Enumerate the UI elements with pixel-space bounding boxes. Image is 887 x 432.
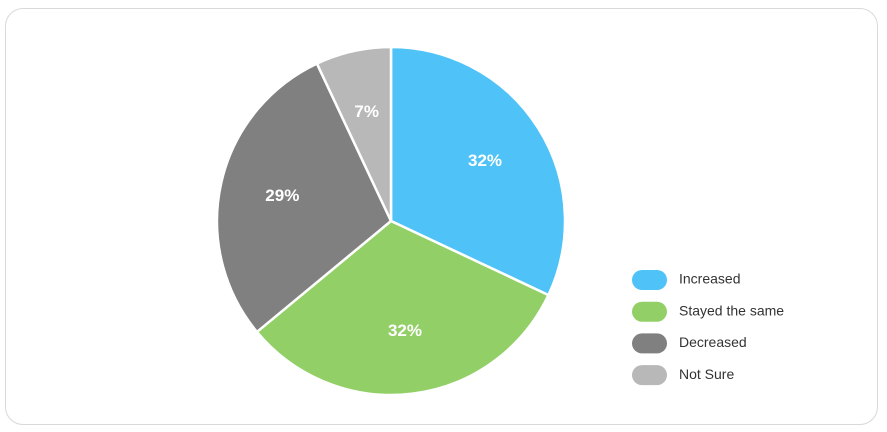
card [5,8,878,425]
pie-slice [255,219,551,397]
legend-swatch [632,270,667,290]
value-label: 7% [354,102,379,121]
pie-slice [389,45,567,297]
legend-swatch [632,365,667,386]
legend-label: Not Sure [679,366,734,382]
legend-label: Increased [679,271,740,287]
value-label: 32% [388,321,422,340]
legend-swatch [632,301,667,322]
value-label: 32% [468,151,502,170]
legend-swatch [632,333,667,354]
legend-label: Decreased [679,334,747,350]
value-label: 29% [265,186,299,205]
pie-slice [315,45,393,222]
legend-label: Stayed the same [679,302,784,318]
